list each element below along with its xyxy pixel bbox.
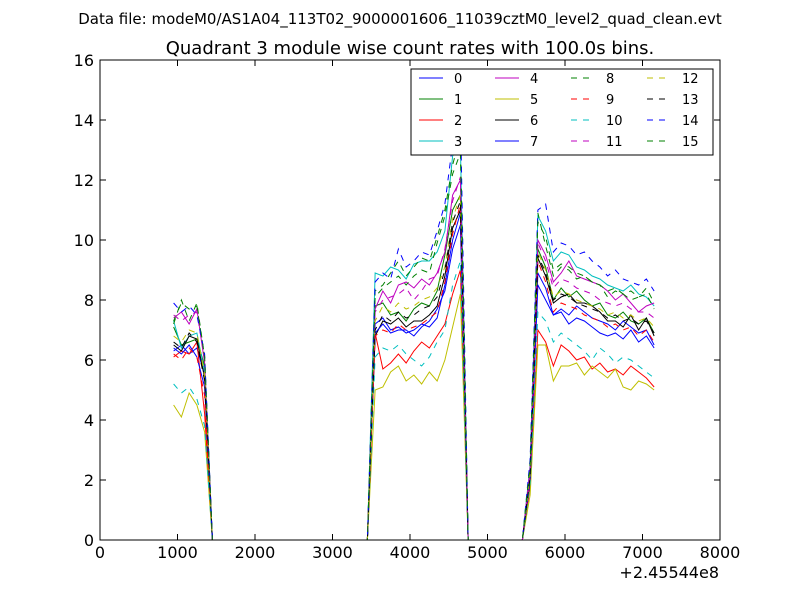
x-axis: 0 1000 2000 3000 4000 5000 6000 7000 8000 <box>95 60 740 562</box>
x-tick-label: 7000 <box>622 543 663 562</box>
series-line-11 <box>173 176 655 541</box>
legend-label-12: 12 <box>682 72 699 87</box>
x-tick-label: 2000 <box>235 543 276 562</box>
y-tick-label: 14 <box>74 111 94 130</box>
x-tick-label: 6000 <box>545 543 586 562</box>
y-tick-label: 10 <box>74 231 94 250</box>
legend-label-9: 9 <box>606 93 614 108</box>
legend-label-13: 13 <box>682 93 699 108</box>
legend-label-2: 2 <box>454 114 462 129</box>
legend-label-5: 5 <box>530 93 538 108</box>
x-tick-label: 5000 <box>467 543 508 562</box>
x-tick-label: 3000 <box>312 543 353 562</box>
series-line-9 <box>173 203 655 541</box>
legend-label-8: 8 <box>606 72 614 87</box>
x-axis-offset-label: +2.45544e8 <box>619 563 719 582</box>
y-tick-label: 6 <box>84 351 94 370</box>
legend-label-3: 3 <box>454 135 462 150</box>
y-tick-label: 16 <box>74 51 94 70</box>
y-tick-label: 4 <box>84 411 94 430</box>
chart-title: Quadrant 3 module wise count rates with … <box>166 38 655 59</box>
y-tick-label: 12 <box>74 171 94 190</box>
data-file-header: Data file: modeM0/AS1A04_113T02_90000016… <box>78 10 722 29</box>
legend-label-6: 6 <box>530 114 538 129</box>
series-line-15 <box>173 152 655 541</box>
legend-label-1: 1 <box>454 93 462 108</box>
legend-label-14: 14 <box>682 114 699 129</box>
y-tick-label: 0 <box>84 531 94 550</box>
x-tick-label: 8000 <box>700 543 741 562</box>
legend-label-15: 15 <box>682 135 699 150</box>
x-tick-label: 1000 <box>157 543 198 562</box>
legend-label-4: 4 <box>530 72 538 87</box>
legend-label-7: 7 <box>530 135 538 150</box>
x-tick-label: 0 <box>95 543 105 562</box>
x-tick-label: 4000 <box>390 543 431 562</box>
y-tick-label: 8 <box>84 291 94 310</box>
legend-label-11: 11 <box>606 135 623 150</box>
legend-label-10: 10 <box>606 114 623 129</box>
y-tick-label: 2 <box>84 471 94 490</box>
legend-label-0: 0 <box>454 72 462 87</box>
